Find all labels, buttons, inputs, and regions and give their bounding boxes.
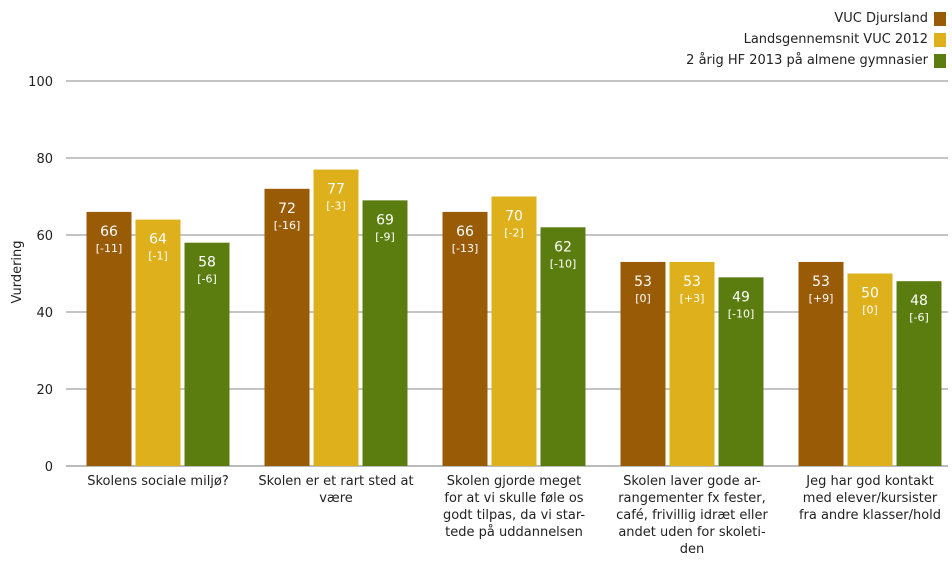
y-tick-label: 100	[28, 75, 53, 90]
bar	[540, 227, 586, 466]
bar	[362, 200, 408, 466]
bars: 66 [-11] 64 [-1] 58 [-6] 72 [-16] 77 [-3] 69 [-9] 66…	[86, 169, 942, 467]
legend-label: 2 årig HF 2013 på almene gymnasier	[686, 53, 928, 68]
delta-label: [0]	[635, 292, 651, 305]
data-label: 69	[376, 212, 394, 228]
data-label: 72	[278, 201, 296, 217]
data-label: 49	[732, 289, 750, 305]
delta-label: [-6]	[197, 273, 217, 286]
legend: VUC Djursland Landsgennemsnit VUC 2012 2…	[686, 8, 946, 71]
delta-label: [-13]	[452, 242, 479, 255]
legend-swatch	[934, 32, 946, 47]
y-tick-label: 20	[36, 383, 53, 398]
bar	[135, 219, 181, 466]
data-label: 58	[198, 255, 216, 271]
data-label: 77	[327, 182, 345, 198]
bar	[847, 273, 893, 466]
delta-label: [-16]	[274, 219, 301, 232]
legend-item-vuc-djursland: VUC Djursland	[686, 8, 946, 29]
legend-label: VUC Djursland	[834, 11, 928, 26]
data-label: 53	[812, 274, 830, 290]
x-tick-label: Skolen er et rart sted at være	[258, 474, 413, 506]
bar	[491, 196, 537, 466]
delta-label: [-10]	[728, 307, 755, 320]
x-tick-labels: Skolens sociale miljø? Skolen er et rart …	[87, 474, 941, 557]
delta-label: [-3]	[326, 200, 346, 213]
bar	[620, 261, 666, 466]
data-label: 53	[634, 274, 652, 290]
y-tick-labels: 0 20 40 60 80 100	[28, 75, 53, 475]
bar	[442, 211, 488, 466]
data-label: 70	[505, 209, 523, 225]
delta-label: [-9]	[375, 230, 395, 243]
bar	[313, 169, 359, 467]
y-tick-label: 0	[45, 460, 53, 475]
bar	[669, 261, 715, 466]
data-label: 48	[910, 293, 928, 309]
x-tick-label: Jeg har god kontakt med elever/kursister f…	[799, 474, 941, 523]
delta-label: [+3]	[680, 292, 705, 305]
x-tick-label: Skolens sociale miljø?	[87, 474, 229, 489]
data-label: 62	[554, 239, 572, 255]
legend-label: Landsgennemsnit VUC 2012	[743, 32, 928, 47]
y-axis-label: Vurdering	[10, 240, 25, 303]
y-tick-label: 60	[36, 229, 53, 244]
data-label: 66	[456, 224, 474, 240]
delta-label: [-11]	[96, 242, 123, 255]
x-tick-label: Skolen laver gode ar-rangementer fx fest…	[616, 474, 768, 557]
data-label: 66	[100, 224, 118, 240]
bar	[896, 281, 942, 466]
data-label: 53	[683, 274, 701, 290]
legend-swatch	[934, 11, 946, 26]
bar	[184, 242, 230, 466]
bar	[86, 211, 132, 466]
delta-label: [-10]	[550, 257, 577, 270]
data-label: 64	[149, 232, 167, 248]
legend-item-landsgennemsnit: Landsgennemsnit VUC 2012	[686, 29, 946, 50]
x-tick-label: Skolen gjorde meget for at vi skulle føle…	[443, 474, 585, 540]
legend-swatch	[934, 53, 946, 68]
data-label: 50	[861, 286, 879, 302]
delta-label: [+9]	[809, 292, 834, 305]
bar	[798, 261, 844, 466]
legend-item-hf-2013: 2 årig HF 2013 på almene gymnasier	[686, 50, 946, 71]
delta-label: [0]	[862, 304, 878, 317]
bar	[718, 277, 764, 466]
bar	[264, 188, 310, 467]
delta-label: [-6]	[909, 311, 929, 324]
y-tick-label: 40	[36, 306, 53, 321]
y-tick-label: 80	[36, 152, 53, 167]
delta-label: [-1]	[148, 250, 168, 263]
delta-label: [-2]	[504, 227, 524, 240]
